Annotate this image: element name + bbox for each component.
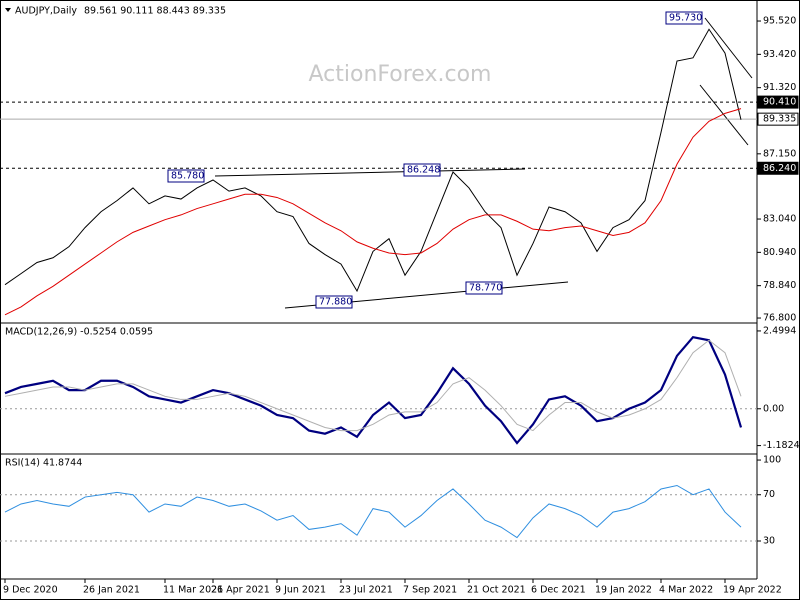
x-tick-label: 19 Jan 2022	[595, 585, 652, 596]
trendline	[214, 168, 526, 177]
menu-arrow[interactable]	[5, 8, 11, 12]
x-tick-label: 26 Jan 2021	[83, 585, 140, 596]
x-tick-label: 6 Dec 2021	[531, 585, 586, 596]
annotation-box	[465, 281, 503, 295]
y-tick-label: 91.320	[763, 82, 796, 93]
annotation-box	[403, 163, 441, 177]
y-tick-label: 76.800	[763, 313, 796, 324]
level-label-box	[757, 112, 799, 126]
trendline	[704, 17, 753, 79]
series-line	[4, 335, 743, 445]
y-tick-label: 0.00	[763, 403, 784, 414]
macd-title: MACD(12,26,9) -0.5254 0.0595	[5, 327, 153, 338]
chart-title: AUDJPY,Daily	[15, 6, 77, 17]
level-label: 89.335	[763, 114, 796, 125]
x-tick-label: 9 Dec 2020	[3, 585, 58, 596]
level-label: 90.410	[763, 97, 796, 108]
annotation: 95.730	[669, 13, 702, 24]
y-tick-label: 83.040	[763, 214, 796, 225]
x-tick-label: 21 Oct 2021	[467, 585, 526, 596]
x-tick-label: 9 Jun 2021	[275, 585, 326, 596]
level-label: 86.240	[763, 163, 796, 174]
y-tick-label: 80.940	[763, 247, 796, 258]
x-tick-label: 4 Mar 2022	[659, 585, 713, 596]
level-label-box	[757, 95, 799, 109]
series-line	[4, 108, 742, 316]
series-line	[4, 339, 742, 432]
y-tick-label: 95.520	[763, 16, 796, 27]
y-tick-label: -1.1824	[763, 440, 800, 451]
watermark: ActionForex.com	[309, 62, 492, 87]
annotation: 77.880	[319, 297, 352, 308]
annotation-box	[315, 295, 353, 309]
y-tick-label: 93.420	[763, 49, 796, 60]
y-tick-label: 30	[763, 535, 775, 546]
y-tick-label: 100	[763, 455, 781, 466]
x-tick-label: 7 Sep 2021	[403, 585, 457, 596]
rsi-title: RSI(14) 41.8744	[5, 458, 82, 469]
x-tick-label: 23 Jul 2021	[339, 585, 393, 596]
series-line	[4, 28, 742, 293]
annotation-box	[665, 11, 703, 25]
trendline	[699, 84, 749, 146]
y-tick-label: 87.150	[763, 148, 796, 159]
y-tick-label: 70	[763, 489, 775, 500]
annotation: 85.780	[171, 171, 204, 182]
annotation: 86.248	[407, 165, 440, 176]
x-tick-label: 19 Apr 2022	[723, 585, 782, 596]
y-tick-label: 78.840	[763, 280, 796, 291]
series-line	[4, 484, 742, 539]
y-tick-label: 2.4994	[763, 325, 796, 336]
annotation-box	[167, 169, 205, 183]
x-tick-label: 11 Mar 2021	[163, 585, 223, 596]
x-tick-label: 26 Apr 2021	[211, 585, 270, 596]
level-label-box	[757, 161, 799, 175]
annotation: 78.770	[469, 283, 502, 294]
ohlc-values: 89.561 90.111 88.443 89.335	[84, 6, 226, 17]
